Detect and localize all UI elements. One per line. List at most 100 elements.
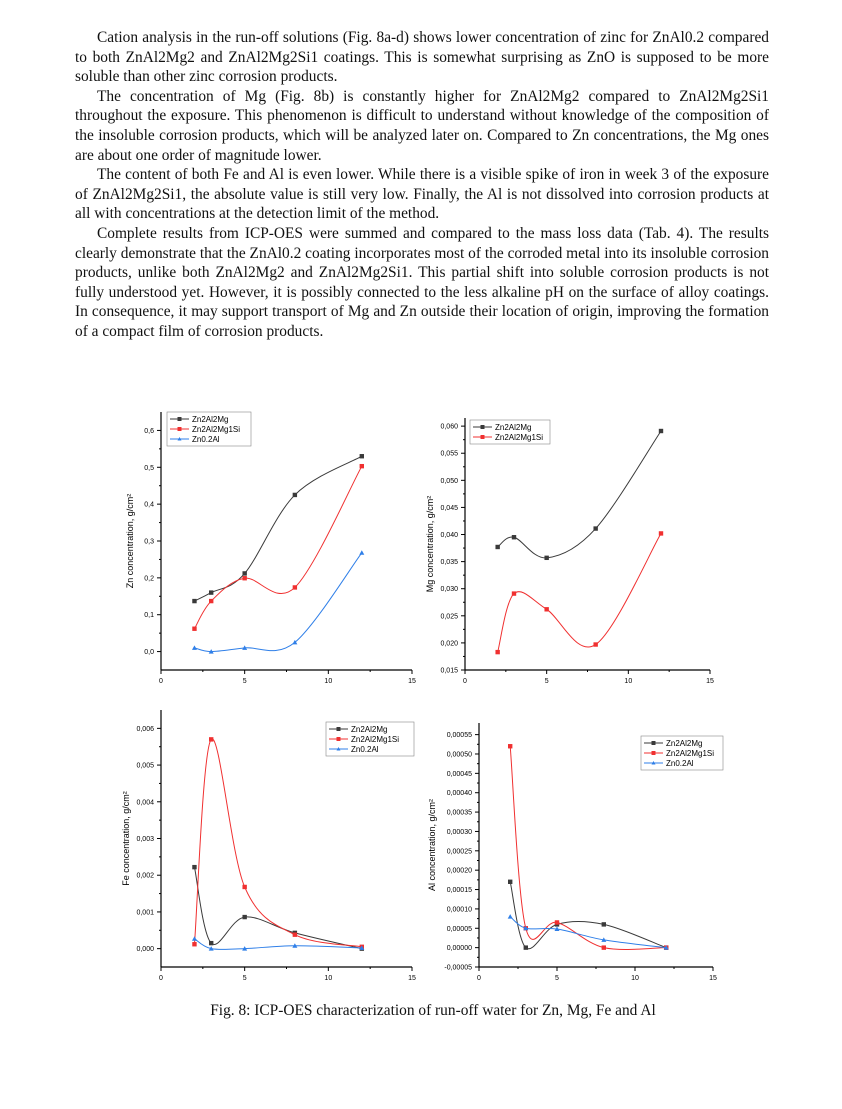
y-tick-label: 0,1 bbox=[144, 612, 154, 619]
y-tick-label: 0,002 bbox=[136, 873, 154, 880]
series-line-zn2al2mg1si bbox=[509, 746, 667, 950]
y-tick-label: 0,0 bbox=[144, 649, 154, 656]
data-point bbox=[508, 879, 513, 884]
legend-marker bbox=[651, 751, 656, 755]
legend-marker bbox=[651, 741, 656, 745]
y-tick-label: 0,015 bbox=[440, 668, 458, 675]
x-tick-label: 15 bbox=[706, 678, 714, 685]
y-axis-label: Fe concentration, g/cm² bbox=[121, 791, 131, 886]
chart-svg: 0 5 10 15 0,0 0,1 0,2 0,3 0,4 0,5 0,6 Zn concentrat… bbox=[125, 411, 416, 685]
y-tick-label: 0,045 bbox=[440, 505, 458, 512]
data-point bbox=[544, 607, 549, 612]
chart-svg: 0 5 10 15 0,015 0,020 0,025 0,030 0,035 0,040 0,04… bbox=[425, 418, 714, 685]
legend-label: Zn0.2Al bbox=[351, 745, 379, 754]
legend-label: Zn0.2Al bbox=[666, 759, 694, 768]
y-tick-label: 0,5 bbox=[144, 465, 154, 472]
data-point bbox=[292, 639, 298, 645]
data-point bbox=[359, 550, 365, 555]
y-tick-label: 0,003 bbox=[136, 836, 154, 843]
series-line-zn2al2mg1si bbox=[497, 533, 662, 653]
y-axis-label: Mg concentration, g/cm² bbox=[425, 496, 435, 593]
y-tick-label: 0,055 bbox=[440, 451, 458, 458]
paragraph: The content of both Fe and Al is even lo… bbox=[75, 166, 769, 223]
data-point bbox=[593, 642, 598, 647]
y-axis-label: Zn concentration, g/cm² bbox=[125, 494, 135, 589]
legend-label: Zn2Al2Mg bbox=[495, 423, 531, 432]
x-tick-label: 5 bbox=[243, 678, 247, 685]
data-point bbox=[242, 946, 248, 951]
data-point bbox=[242, 576, 247, 581]
data-point bbox=[359, 463, 364, 469]
x-tick-label: 5 bbox=[555, 975, 559, 982]
y-tick-label: 0,001 bbox=[136, 909, 154, 916]
y-tick-label: 0,00015 bbox=[447, 887, 472, 894]
y-tick-label: 0,060 bbox=[440, 424, 458, 431]
legend-label: Zn2Al2Mg bbox=[666, 739, 702, 748]
data-point bbox=[192, 626, 197, 631]
data-point bbox=[359, 454, 364, 459]
legend-label: Zn2Al2Mg bbox=[192, 415, 228, 424]
x-tick-label: 15 bbox=[709, 975, 717, 982]
series-line-zn2al2mg bbox=[194, 455, 363, 602]
data-point bbox=[601, 945, 606, 950]
y-tick-label: 0,004 bbox=[136, 799, 154, 806]
y-tick-label: 0,005 bbox=[136, 763, 154, 770]
y-tick-label: 0,040 bbox=[440, 532, 458, 539]
data-point bbox=[495, 544, 500, 550]
legend-label: Zn2Al2Mg1Si bbox=[192, 425, 240, 434]
series-line-zn2al2mg bbox=[497, 430, 662, 559]
x-tick-label: 0 bbox=[159, 975, 163, 982]
legend-marker bbox=[177, 417, 182, 421]
chart-svg: 0 5 10 15 -0,00005 0,00000 0,00005 0,00010 0,000… bbox=[427, 723, 724, 982]
body-text: Cation analysis in the run-off solutions… bbox=[75, 28, 769, 342]
y-tick-label: 0,00005 bbox=[447, 926, 472, 933]
data-point bbox=[292, 585, 298, 590]
x-tick-label: 15 bbox=[408, 975, 416, 982]
x-tick-label: 0 bbox=[159, 678, 163, 685]
x-tick-label: 10 bbox=[631, 975, 639, 982]
x-tick-label: 15 bbox=[408, 678, 416, 685]
legend-label: Zn2Al2Mg1Si bbox=[351, 735, 399, 744]
data-point bbox=[208, 649, 214, 654]
x-tick-label: 0 bbox=[477, 975, 481, 982]
data-point bbox=[192, 864, 197, 870]
y-tick-label: 0,000 bbox=[136, 946, 154, 953]
data-point bbox=[593, 526, 598, 531]
y-tick-label: 0,00000 bbox=[447, 945, 472, 952]
y-tick-label: 0,00010 bbox=[447, 906, 472, 913]
fe-concentration-chart: 0 5 10 15 0,000 0,001 0,002 0,003 0,004 0,005 0,00… bbox=[121, 710, 416, 982]
data-point bbox=[495, 649, 500, 655]
data-point bbox=[359, 945, 365, 950]
y-tick-label: 0,4 bbox=[144, 502, 154, 509]
legend-label: Zn0.2Al bbox=[192, 435, 220, 444]
paragraph: Complete results from ICP-OES were summe… bbox=[75, 224, 769, 340]
x-tick-label: 10 bbox=[324, 678, 332, 685]
x-tick-label: 5 bbox=[243, 975, 247, 982]
chart-svg: 0 5 10 15 0,000 0,001 0,002 0,003 0,004 0,005 0,00… bbox=[121, 710, 416, 982]
series-line-zn2al2mg1si bbox=[193, 738, 362, 948]
legend-label: Zn2Al2Mg1Si bbox=[495, 433, 543, 442]
series-line-zn2al2mg bbox=[509, 881, 667, 950]
y-tick-label: 0,00055 bbox=[447, 732, 472, 739]
legend-marker bbox=[336, 737, 341, 741]
data-point bbox=[209, 598, 214, 604]
data-point bbox=[511, 535, 517, 540]
data-point bbox=[554, 926, 560, 932]
data-point bbox=[601, 937, 607, 942]
zn-concentration-chart: 0 5 10 15 0,0 0,1 0,2 0,3 0,4 0,5 0,6 Zn concentrat… bbox=[125, 411, 416, 685]
series-line-zn0.2al bbox=[509, 916, 667, 949]
y-tick-label: 0,00040 bbox=[447, 790, 472, 797]
data-point bbox=[544, 555, 549, 561]
legend-marker bbox=[177, 437, 182, 441]
y-tick-label: 0,025 bbox=[440, 613, 458, 620]
y-tick-label: 0,00035 bbox=[447, 810, 472, 817]
data-point bbox=[209, 940, 214, 946]
series-line-zn2al2mg bbox=[193, 867, 362, 950]
y-tick-label: 0,2 bbox=[144, 575, 154, 582]
legend-label: Zn2Al2Mg1Si bbox=[666, 749, 714, 758]
data-point bbox=[658, 531, 664, 536]
data-point bbox=[191, 645, 197, 650]
